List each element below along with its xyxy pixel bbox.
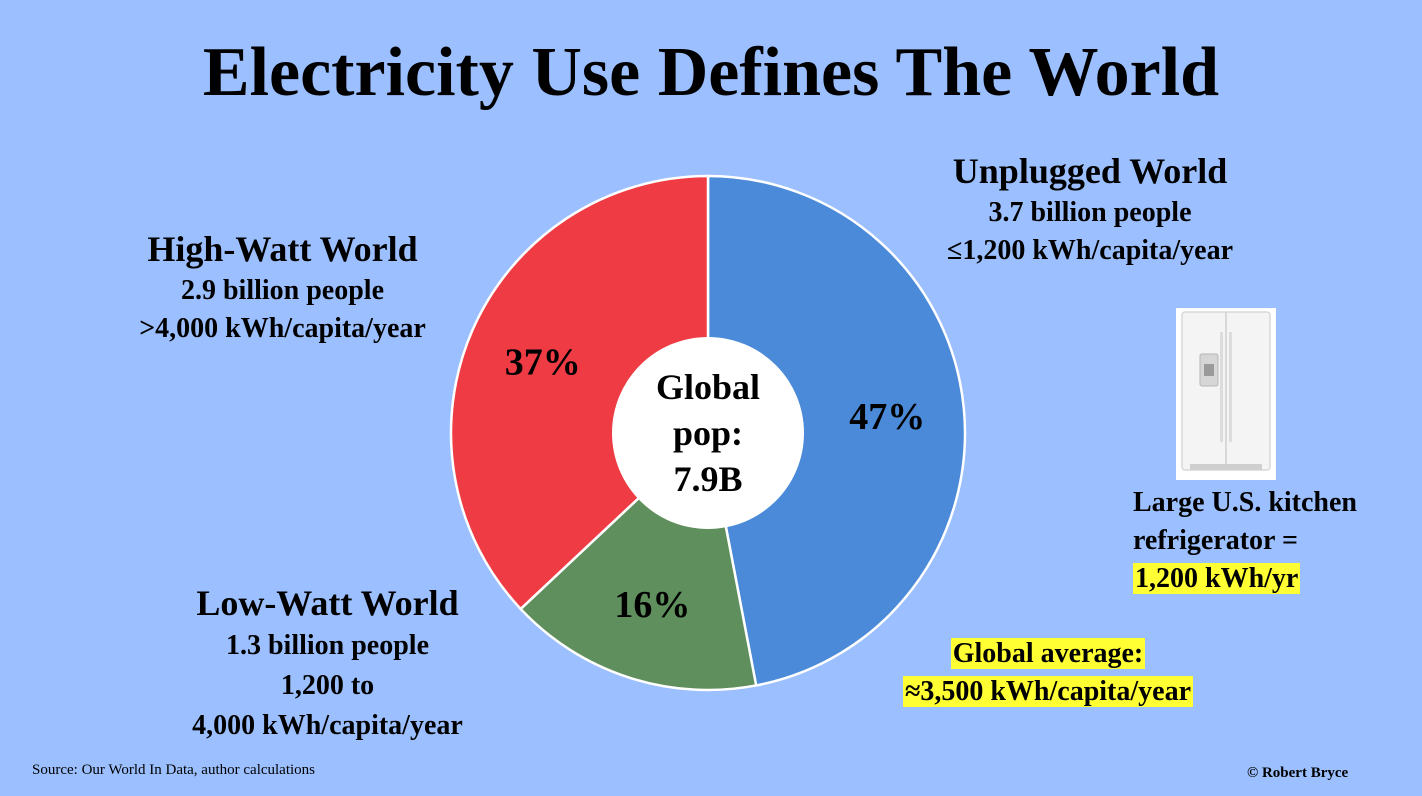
refrigerator-note-line1: Large U.S. kitchen — [1133, 487, 1357, 518]
refrigerator-note: Large U.S. kitchen refrigerator = 1,200 … — [1133, 484, 1357, 598]
unplugged-world-label: Unplugged World 3.7 billion people ≤1,20… — [900, 148, 1280, 270]
global-average-value: ≈3,500 kWh/capita/year — [902, 676, 1194, 707]
low-watt-world-name: Low-Watt World — [196, 583, 459, 623]
source-note: Source: Our World In Data, author calcul… — [32, 762, 316, 778]
refrigerator-note-line2: refrigerator = — [1133, 525, 1298, 556]
center-label-line2: pop: — [673, 413, 743, 453]
low-watt-world-people: 1.3 billion people — [225, 630, 430, 661]
center-hole — [612, 337, 804, 529]
population-pie-chart: 47% 16% 37% Global pop: 7.9B — [449, 174, 967, 692]
pie-slice-high-watt-world — [449, 174, 710, 611]
unplugged-world-people: 3.7 billion people — [988, 197, 1192, 228]
high-watt-world-usage: >4,000 kWh/capita/year — [139, 313, 426, 344]
low-watt-world-label: Low-Watt World 1.3 billion people 1,200 … — [150, 580, 505, 746]
unplugged-world-name: Unplugged World — [952, 151, 1228, 191]
global-average-note: Global average: ≈3,500 kWh/capita/year — [878, 635, 1218, 711]
center-label-line3: 7.9B — [673, 459, 742, 499]
page-title: Electricity Use Defines The World — [202, 34, 1220, 111]
pie-slice-unplugged-world — [706, 174, 967, 687]
refrigerator-note-value: 1,200 kWh/yr — [1133, 563, 1301, 594]
high-watt-world-people: 2.9 billion people — [180, 275, 385, 306]
copyright-note: © Robert Bryce — [1247, 765, 1349, 781]
pie-slice-value-label: 16% — [614, 584, 690, 626]
unplugged-world-usage: ≤1,200 kWh/capita/year — [946, 235, 1234, 266]
high-watt-world-name: High-Watt World — [147, 229, 418, 269]
refrigerator-image — [1176, 308, 1276, 480]
high-watt-world-label: High-Watt World 2.9 billion people >4,00… — [95, 226, 470, 348]
low-watt-world-usage-line1: 1,200 to — [280, 670, 375, 701]
global-average-label: Global average: — [950, 638, 1146, 669]
pie-slice-value-label: 37% — [505, 342, 581, 384]
center-label-line1: Global — [656, 367, 760, 407]
low-watt-world-usage-line2: 4,000 kWh/capita/year — [192, 710, 463, 741]
pie-slice-value-label: 47% — [849, 396, 925, 438]
